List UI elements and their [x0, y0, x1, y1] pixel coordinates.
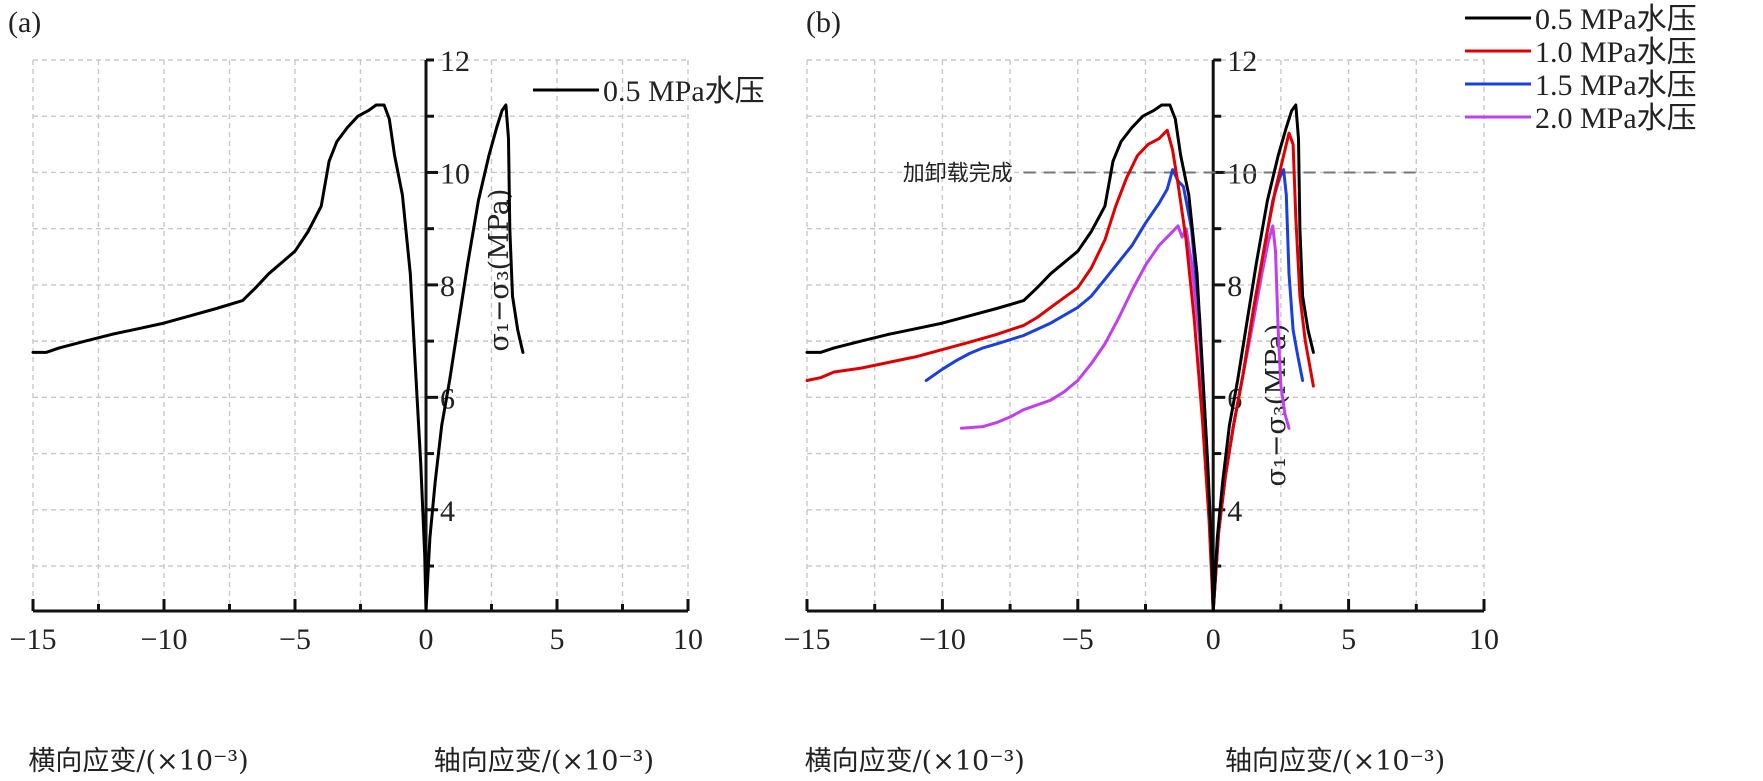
x-axis-title-lateral: 横向应变/(×10⁻³): [28, 746, 248, 777]
panel-a: −15 −10 −5 0 5 104681012σ₁−σ₃(MPa)横向应变/(×10⁻³…: [8, 6, 765, 777]
x-tick-label: 5: [550, 623, 565, 656]
y-tick-label: 8: [1227, 270, 1242, 303]
y-tick-label: 4: [440, 495, 455, 528]
series-curve-axial: [424, 103, 525, 613]
x-tick-label: −10: [141, 623, 188, 656]
x-axis-title-lateral: 横向应变/(×10⁻³): [805, 746, 1025, 777]
panel-b: −15 −10 −5 0 5 104681012σ₁−σ₃(MPa)横向应变/(×10⁻³…: [784, 3, 1697, 777]
x-axis-title-axial: 轴向应变/(×10⁻³): [1225, 746, 1445, 777]
x-tick-label: 10: [673, 623, 703, 656]
y-axis-title: σ₁−σ₃(MPa): [1261, 324, 1292, 487]
x-tick-label: −5: [1062, 623, 1094, 656]
x-tick-label: 5: [1341, 623, 1356, 656]
legend-label: 2.0 MPa水压: [1535, 102, 1697, 135]
y-tick-label: 8: [440, 270, 455, 303]
series-curve-lateral: [805, 103, 1215, 613]
x-tick-label: −15: [10, 623, 57, 656]
x-tick-label: 0: [1206, 623, 1221, 656]
annotation-label: 加卸载完成: [903, 161, 1013, 186]
legend-label: 0.5 MPa水压: [603, 75, 765, 108]
y-tick-label: 4: [1227, 495, 1242, 528]
panel-label: (a): [8, 6, 41, 39]
y-tick-label: 10: [1227, 157, 1257, 190]
series-curve-lateral: [805, 128, 1215, 613]
x-tick-label: 0: [419, 623, 434, 656]
series-curve-lateral: [959, 224, 1215, 613]
y-tick-label: 12: [1227, 45, 1257, 78]
series-curve-axial: [1211, 131, 1315, 613]
series-curve-lateral: [31, 103, 428, 613]
panel-label: (b): [806, 6, 841, 39]
legend-label: 1.5 MPa水压: [1535, 69, 1697, 102]
y-tick-label: 10: [440, 157, 470, 190]
series-curve-axial: [1211, 103, 1315, 613]
legend-label: 0.5 MPa水压: [1535, 3, 1697, 36]
x-axis-title-axial: 轴向应变/(×10⁻³): [434, 746, 654, 777]
x-tick-label: −5: [279, 623, 311, 656]
x-tick-label: −10: [919, 623, 966, 656]
y-tick-label: 12: [440, 45, 470, 78]
legend-label: 1.0 MPa水压: [1535, 36, 1697, 69]
x-tick-label: 10: [1469, 623, 1499, 656]
x-tick-label: −15: [784, 623, 831, 656]
